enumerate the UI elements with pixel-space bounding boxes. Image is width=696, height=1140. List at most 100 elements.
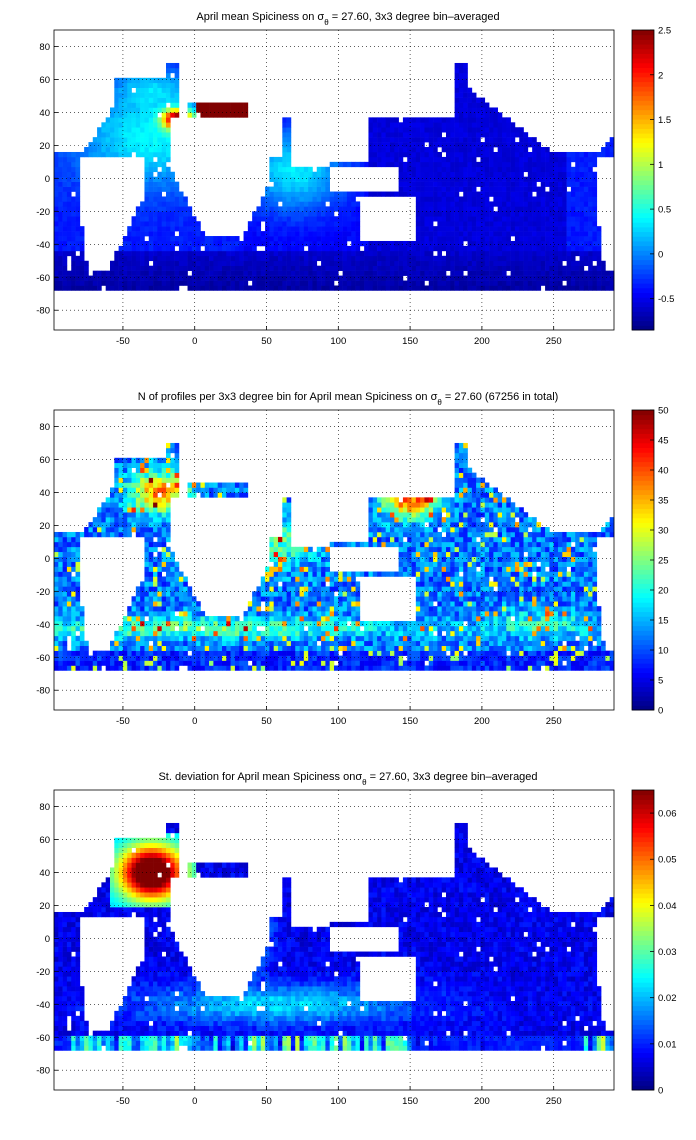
heatmap-cell bbox=[351, 245, 356, 252]
heatmap-cell bbox=[334, 216, 339, 222]
heatmap-cell bbox=[97, 137, 102, 143]
heatmap-cell bbox=[148, 280, 154, 286]
heatmap-cell bbox=[381, 127, 386, 133]
heatmap-cell bbox=[148, 527, 154, 533]
heatmap-cell bbox=[338, 635, 343, 642]
heatmap-cell bbox=[114, 102, 119, 108]
heatmap-cell bbox=[372, 270, 378, 276]
heatmap-cell bbox=[454, 226, 460, 232]
heatmap-cell bbox=[97, 531, 102, 538]
heatmap-cell bbox=[213, 280, 218, 286]
heatmap-cell bbox=[92, 142, 98, 148]
heatmap-cell bbox=[372, 285, 378, 291]
heatmap-cell bbox=[308, 245, 313, 252]
heatmap-cell bbox=[282, 250, 287, 257]
heatmap-cell bbox=[299, 270, 305, 276]
heatmap-cell bbox=[58, 640, 63, 647]
heatmap-cell bbox=[489, 112, 494, 118]
heatmap-cell bbox=[226, 275, 231, 281]
heatmap-cell bbox=[226, 625, 231, 632]
heatmap-cell bbox=[166, 275, 171, 281]
heatmap-cell bbox=[62, 156, 68, 163]
heatmap-cell bbox=[441, 176, 447, 182]
heatmap-cell bbox=[166, 655, 171, 661]
heatmap-cell bbox=[562, 176, 567, 182]
heatmap-cell bbox=[575, 166, 580, 173]
heatmap-cell bbox=[161, 606, 167, 612]
heatmap-cell bbox=[226, 492, 231, 498]
heatmap-cell bbox=[325, 591, 330, 597]
heatmap-cell bbox=[308, 166, 313, 173]
heatmap-cell bbox=[62, 231, 68, 237]
heatmap-cell bbox=[325, 181, 330, 187]
heatmap-cell bbox=[592, 275, 598, 281]
heatmap-cell bbox=[467, 142, 473, 148]
heatmap-cell bbox=[372, 245, 378, 252]
heatmap-cell bbox=[514, 211, 520, 217]
heatmap-cell bbox=[480, 260, 486, 267]
heatmap-cell bbox=[463, 226, 468, 232]
heatmap-cell bbox=[489, 250, 494, 257]
heatmap-cell bbox=[290, 231, 296, 237]
heatmap-cell bbox=[368, 142, 374, 148]
heatmap-cell bbox=[334, 655, 339, 661]
heatmap-cell bbox=[342, 216, 348, 222]
heatmap-cell bbox=[329, 275, 335, 281]
heatmap-cell bbox=[269, 275, 274, 281]
heatmap-cell bbox=[157, 132, 162, 138]
heatmap-cell bbox=[252, 221, 257, 227]
heatmap-cell bbox=[424, 236, 430, 242]
heatmap-cell bbox=[342, 201, 348, 207]
heatmap-cell bbox=[463, 132, 468, 138]
heatmap-cell bbox=[605, 275, 610, 281]
heatmap-cell bbox=[114, 655, 119, 661]
heatmap-cell bbox=[506, 240, 511, 247]
heatmap-cell bbox=[415, 201, 421, 207]
heatmap-cell bbox=[234, 492, 240, 498]
heatmap-cell bbox=[562, 161, 567, 168]
heatmap-cell bbox=[458, 112, 464, 118]
heatmap-cell bbox=[265, 606, 270, 612]
heatmap-cell bbox=[570, 206, 576, 212]
heatmap-cell bbox=[437, 156, 442, 163]
heatmap-cell bbox=[269, 186, 274, 192]
heatmap-cell bbox=[441, 265, 447, 271]
heatmap-cell bbox=[299, 280, 305, 286]
heatmap-cell bbox=[222, 625, 227, 632]
heatmap-cell bbox=[437, 161, 442, 168]
heatmap-cell bbox=[230, 270, 236, 276]
heatmap-cell bbox=[204, 240, 210, 247]
heatmap-cell bbox=[153, 635, 158, 642]
heatmap-cell bbox=[191, 616, 197, 622]
heatmap-cell bbox=[153, 660, 158, 666]
heatmap-cell bbox=[428, 236, 434, 242]
heatmap-cell bbox=[321, 546, 326, 553]
colorbar-segment bbox=[632, 231, 654, 237]
heatmap-cell bbox=[101, 517, 106, 523]
heatmap-cell bbox=[174, 477, 180, 483]
heatmap-cell bbox=[532, 240, 537, 247]
heatmap-cell bbox=[260, 581, 266, 587]
heatmap-cell bbox=[62, 250, 68, 257]
heatmap-cell bbox=[222, 270, 227, 276]
heatmap-cell bbox=[540, 280, 546, 286]
heatmap-cell bbox=[140, 472, 145, 478]
heatmap-cell bbox=[407, 137, 412, 143]
heatmap-cell bbox=[359, 265, 365, 271]
heatmap-cell bbox=[536, 255, 542, 262]
heatmap-cell bbox=[230, 650, 236, 656]
heatmap-cell bbox=[325, 236, 330, 242]
heatmap-cell bbox=[420, 142, 425, 148]
heatmap-cell bbox=[256, 211, 262, 217]
heatmap-cell bbox=[157, 561, 162, 567]
heatmap-cell bbox=[497, 221, 503, 227]
heatmap-cell bbox=[506, 127, 511, 133]
heatmap-cell bbox=[170, 620, 175, 627]
colorbar-segment bbox=[632, 133, 654, 139]
heatmap-cell bbox=[217, 275, 223, 281]
heatmap-cell bbox=[433, 280, 438, 286]
heatmap-cell bbox=[372, 265, 378, 271]
heatmap-cell bbox=[502, 171, 507, 178]
heatmap-cell bbox=[415, 270, 421, 276]
heatmap-cell bbox=[122, 502, 128, 508]
